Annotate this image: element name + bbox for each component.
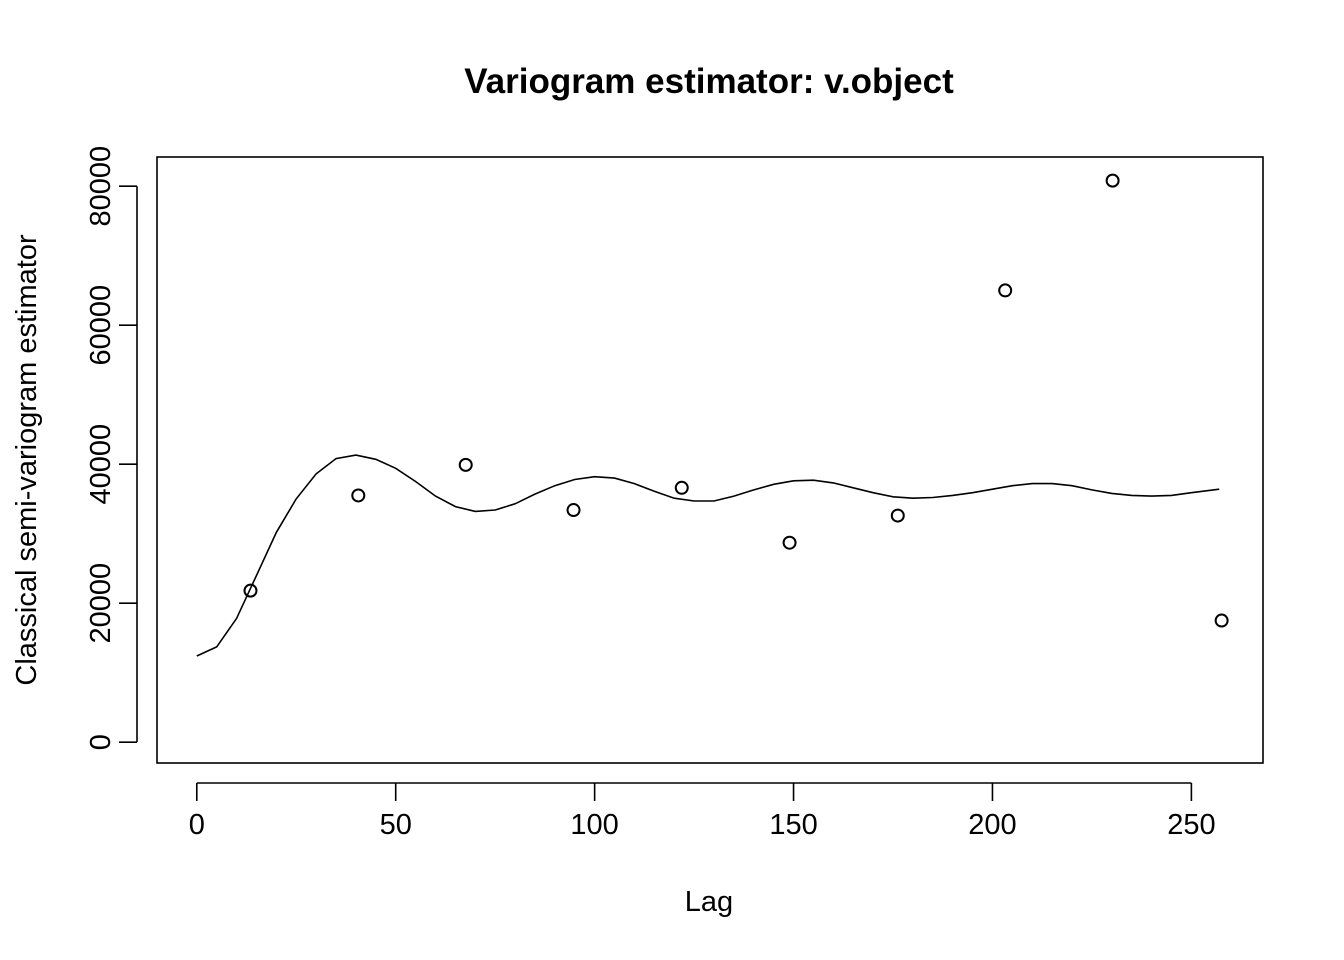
data-point [998, 283, 1013, 298]
y-tick-label: 0 [85, 734, 117, 750]
x-tick-label: 50 [380, 809, 412, 841]
x-tick-label: 0 [189, 809, 205, 841]
x-tick-label: 200 [968, 809, 1016, 841]
x-axis-ticks: 0 50 100 150 200 250 [189, 783, 1216, 841]
y-tick-label: 20000 [85, 563, 117, 644]
y-tick-label: 80000 [85, 146, 117, 227]
x-tick-label: 100 [570, 809, 618, 841]
x-tick-label: 150 [769, 809, 817, 841]
x-tick-label: 250 [1167, 809, 1215, 841]
chart-title: Variogram estimator: v.object [464, 62, 954, 101]
y-axis-ticks: 0 20000 40000 60000 80000 [85, 146, 137, 750]
data-point [243, 583, 258, 598]
data-point [890, 508, 905, 523]
y-tick-label: 40000 [85, 424, 117, 505]
plot-frame [156, 156, 1264, 764]
data-point [782, 535, 797, 550]
x-axis-label: Lag [685, 886, 733, 918]
data-point [674, 480, 689, 495]
series-layer [196, 173, 1229, 657]
data-point [566, 503, 581, 518]
data-point [1105, 173, 1120, 188]
y-axis-label: Classical semi-variogram estimator [11, 234, 43, 686]
y-tick-label: 60000 [85, 285, 117, 366]
data-point [351, 488, 366, 503]
data-point [458, 457, 473, 472]
data-point [1214, 613, 1229, 628]
model-curve [196, 454, 1220, 657]
